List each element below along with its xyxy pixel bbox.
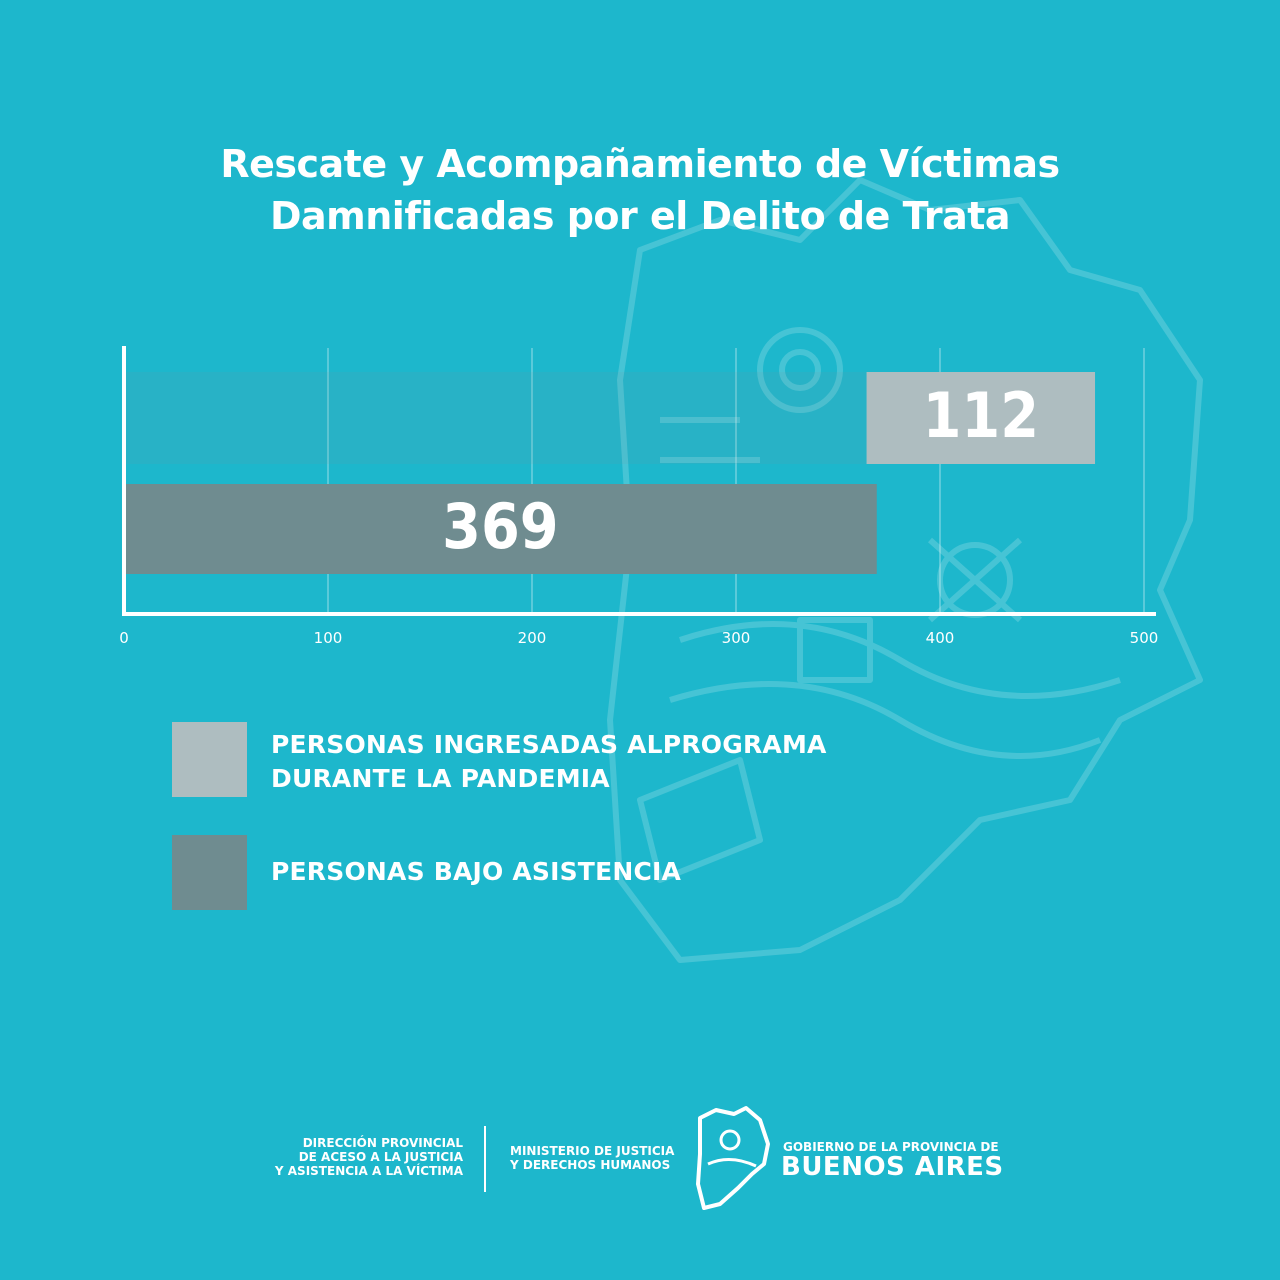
legend-label-ingresadas: PERSONAS INGRESADAS ALPROGRAMA DURANTE L… (271, 730, 827, 793)
x-tick-label-300: 300 (722, 629, 751, 647)
legend-label-bajo-asistencia: PERSONAS BAJO ASISTENCIA (271, 857, 682, 886)
footer-logos: DIRECCIÓN PROVINCIAL DE ACESO A LA JUSTI… (0, 1100, 1280, 1220)
chart-title-line-1: Rescate y Acompañamiento de Víctimas (220, 142, 1060, 186)
x-tick-label-500: 500 (1130, 629, 1159, 647)
bar-chart: 112 369 0 100 200 300 400 500 (119, 346, 1159, 647)
x-tick-label-0: 0 (119, 629, 129, 647)
x-tick-label-200: 200 (518, 629, 547, 647)
gobierno-provincia-text: GOBIERNO DE LA PROVINCIA DE (783, 1140, 999, 1154)
x-tick-label-400: 400 (926, 629, 955, 647)
province-map-watermark (607, 177, 1203, 963)
data-label-bajo-asistencia: 369 (442, 490, 558, 563)
chart-title: Rescate y Acompañamiento de Víctimas Dam… (0, 138, 1280, 242)
footer-divider (484, 1126, 486, 1192)
legend-swatch-bajo-asistencia (172, 835, 247, 910)
chart-title-line-2: Damnificadas por el Delito de Trata (269, 194, 1011, 238)
bar-ingresadas (866, 372, 1096, 464)
province-logo-icon (696, 1106, 770, 1210)
data-label-ingresadas: 112 (923, 379, 1039, 452)
buenos-aires-text: BUENOS AIRES (781, 1152, 1004, 1182)
legend-swatch-ingresadas (172, 722, 247, 797)
x-tick-label-100: 100 (314, 629, 343, 647)
direccion-provincial-text: DIRECCIÓN PROVINCIAL DE ACESO A LA JUSTI… (274, 1136, 463, 1178)
ministerio-text: MINISTERIO DE JUSTICIA Y DERECHOS HUMANO… (510, 1144, 675, 1172)
bar-bajo-asistencia (124, 484, 877, 574)
bar-track (124, 372, 867, 464)
